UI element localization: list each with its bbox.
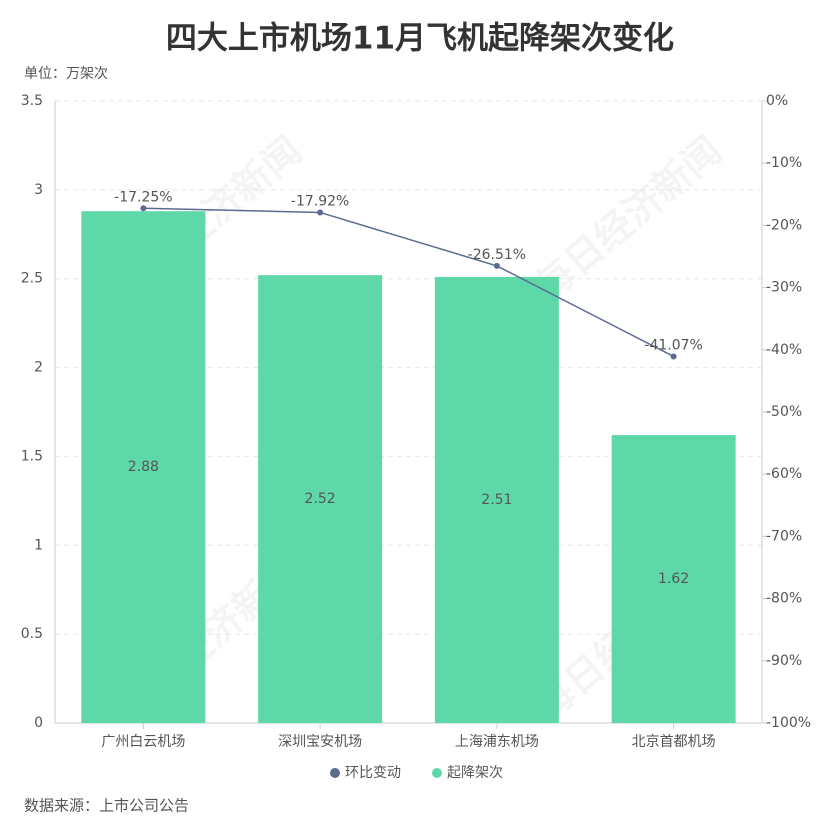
- y-tick-label: 3.5: [21, 93, 43, 109]
- y-tick-label: 2: [34, 360, 43, 376]
- line-label: -41.07%: [644, 337, 702, 353]
- bar-label: 2.51: [481, 492, 512, 508]
- bar: [258, 275, 383, 723]
- y2-tick-label: -30%: [766, 280, 802, 296]
- x-tick-label: 上海浦东机场: [455, 734, 539, 750]
- x-tick-label: 深圳宝安机场: [278, 734, 362, 750]
- y-tick-label: 0.5: [21, 626, 43, 642]
- x-tick-label: 广州白云机场: [101, 734, 185, 750]
- y-tick-label: 1: [34, 537, 43, 553]
- legend-label: 环比变动: [345, 765, 401, 781]
- y2-tick-label: 0%: [766, 93, 788, 109]
- bar-label: 2.88: [128, 459, 159, 475]
- y2-tick-label: -60%: [766, 466, 802, 482]
- y2-tick-label: -50%: [766, 404, 802, 420]
- line-point: [317, 209, 324, 216]
- legend-marker: [330, 768, 340, 778]
- bar: [434, 276, 559, 723]
- x-tick-label: 北京首都机场: [632, 734, 716, 750]
- y2-tick-label: -40%: [766, 342, 802, 358]
- y2-tick-label: -90%: [766, 653, 802, 669]
- y2-tick-label: -20%: [766, 217, 802, 233]
- line-label: -26.51%: [468, 247, 526, 263]
- line-label: -17.92%: [291, 193, 349, 209]
- bar-label: 2.52: [305, 491, 336, 507]
- line-point: [493, 262, 500, 269]
- y-tick-label: 3: [34, 182, 43, 198]
- legend-marker: [432, 768, 442, 778]
- y-tick-label: 0: [34, 715, 43, 731]
- legend-label: 起降架次: [447, 765, 503, 781]
- y2-tick-label: -70%: [766, 528, 802, 544]
- bar: [81, 211, 206, 723]
- y2-tick-label: -80%: [766, 591, 802, 607]
- line: [143, 207, 674, 358]
- unit-label: 单位：万架次: [24, 66, 108, 82]
- y-tick-label: 2.5: [21, 271, 43, 287]
- chart-title: 四大上市机场11月飞机起降架次变化: [166, 21, 674, 57]
- bar: [611, 435, 736, 723]
- line-point: [670, 353, 677, 360]
- line-label: -17.25%: [114, 189, 172, 205]
- line-point: [140, 205, 147, 212]
- bar-label: 1.62: [658, 571, 689, 587]
- y2-tick-label: -100%: [766, 715, 811, 731]
- y2-tick-label: -10%: [766, 155, 802, 171]
- y-tick-label: 1.5: [21, 448, 43, 464]
- source: 数据来源：上市公司公告: [24, 797, 189, 815]
